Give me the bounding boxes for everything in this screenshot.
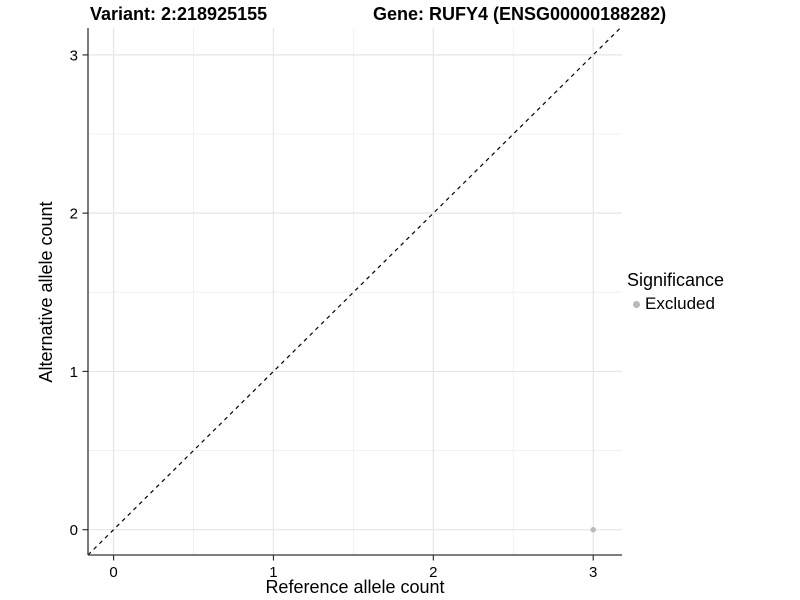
legend-title: Significance	[627, 270, 725, 290]
y-tick-label: 2	[70, 206, 78, 223]
x-tick-label: 3	[589, 564, 597, 581]
plot-title-variant: Variant: 2:218925155	[90, 4, 268, 24]
y-tick-label: 0	[70, 522, 78, 539]
legend-item-excluded: Excluded	[627, 294, 724, 314]
y-tick-label: 1	[70, 364, 78, 381]
x-tick-label: 2	[429, 564, 437, 581]
x-axis-title: Reference allele count	[265, 577, 445, 597]
legend: Significance Excluded	[627, 270, 724, 314]
legend-item-label: Excluded	[645, 294, 715, 313]
y-axis-title: Alternative allele count	[36, 201, 56, 383]
legend-point-icon	[633, 300, 640, 308]
x-tick-label: 1	[269, 564, 277, 581]
data-point	[590, 526, 596, 533]
y-tick-label: 3	[70, 47, 78, 64]
x-tick-label: 0	[109, 564, 117, 581]
plot-title-gene: Gene: RUFY4 (ENSG00000188282)	[373, 4, 667, 24]
identity-dashed-line	[87, 27, 621, 556]
